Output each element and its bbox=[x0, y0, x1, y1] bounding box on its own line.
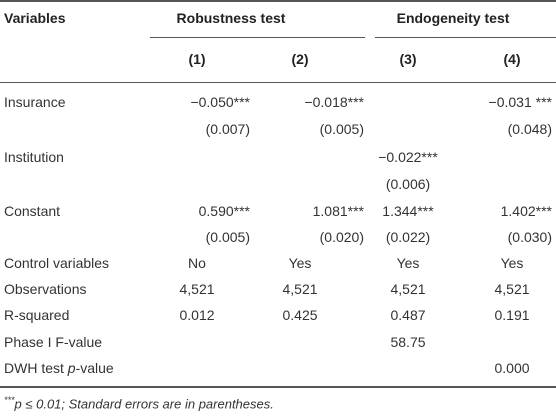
table-cell: 1.081*** bbox=[312, 203, 364, 219]
table-cell: −0.050*** bbox=[190, 94, 250, 110]
column-header-2: (2) bbox=[291, 51, 309, 67]
table-cell: (0.005) bbox=[205, 229, 250, 245]
table-cell: 1.344*** bbox=[382, 203, 434, 219]
column-header-4: (4) bbox=[503, 51, 521, 67]
table-cell: −0.022*** bbox=[378, 149, 438, 165]
footnote-stars: *** bbox=[4, 395, 15, 405]
table-cell: (0.006) bbox=[385, 176, 431, 192]
table-cell: 58.75 bbox=[390, 334, 426, 350]
variables-header: Variables bbox=[4, 10, 66, 26]
robustness-group-underline bbox=[150, 37, 365, 38]
table-cell: −0.031 *** bbox=[488, 94, 552, 110]
row-label: Phase I F-value bbox=[4, 334, 103, 350]
table-cell: 0.000 bbox=[494, 360, 530, 376]
robustness-group-header: Robustness test bbox=[176, 10, 286, 26]
table-cell: 4,521 bbox=[179, 281, 215, 297]
table-cell: Yes bbox=[288, 255, 312, 271]
table-cell: 4,521 bbox=[282, 281, 318, 297]
table-cell: (0.020) bbox=[319, 229, 364, 245]
table-cell: Yes bbox=[500, 255, 524, 271]
table-cell: 0.487 bbox=[390, 307, 426, 323]
table-cell: Yes bbox=[396, 255, 420, 271]
table-top-rule bbox=[0, 0, 556, 2]
column-header-3: (3) bbox=[399, 51, 417, 67]
table-cell: (0.007) bbox=[205, 121, 250, 137]
table-cell: (0.030) bbox=[507, 229, 552, 245]
row-label: Constant bbox=[4, 203, 61, 219]
table-cell: 4,521 bbox=[390, 281, 426, 297]
header-rule bbox=[0, 82, 556, 83]
table-cell: No bbox=[188, 255, 206, 271]
table-cell: 0.425 bbox=[282, 307, 318, 323]
table-footnote: ***p ≤ 0.01; Standard errors are in pare… bbox=[4, 395, 274, 411]
footnote-text: p ≤ 0.01; Standard errors are in parenth… bbox=[14, 396, 274, 412]
table-cell: 0.012 bbox=[179, 307, 215, 323]
table-cell: (0.048) bbox=[507, 121, 552, 137]
table-cell: 0.191 bbox=[494, 307, 530, 323]
row-label: Institution bbox=[4, 149, 64, 165]
table-cell: −0.018*** bbox=[304, 94, 364, 110]
endogeneity-group-header: Endogeneity test bbox=[396, 10, 510, 26]
column-header-1: (1) bbox=[188, 51, 206, 67]
table-cell: 4,521 bbox=[494, 281, 530, 297]
table-cell: (0.022) bbox=[385, 229, 431, 245]
row-label: R-squared bbox=[4, 307, 70, 323]
row-label: DWH test p-value bbox=[4, 360, 114, 376]
table-cell: 0.590*** bbox=[198, 203, 250, 219]
table-cell: (0.005) bbox=[319, 121, 364, 137]
row-label: Insurance bbox=[4, 94, 66, 110]
table-cell: 1.402*** bbox=[500, 203, 552, 219]
table-bottom-rule bbox=[0, 386, 556, 388]
row-label: Observations bbox=[4, 281, 87, 297]
row-label: Control variables bbox=[4, 255, 110, 271]
endogeneity-group-underline bbox=[375, 37, 556, 38]
